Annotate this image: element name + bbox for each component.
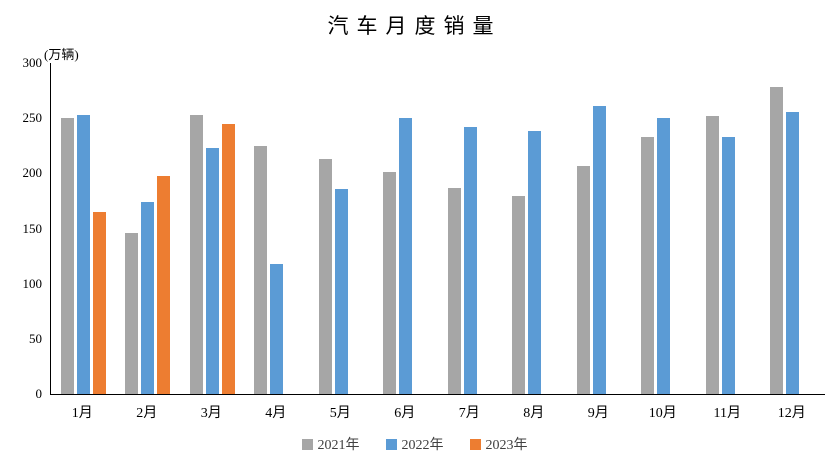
bar-2022年-4月 <box>270 263 284 394</box>
bar-2023年-2月 <box>157 175 171 394</box>
x-tick-2月: 2月 <box>136 406 158 421</box>
bar-group-9月 <box>567 63 632 394</box>
bar-2021年-10月 <box>641 136 655 394</box>
bar-group-12月 <box>761 63 826 394</box>
x-tick-11月: 11月 <box>713 406 741 421</box>
bar-group-6月 <box>374 63 439 394</box>
x-tick-1月: 1月 <box>71 406 93 421</box>
bar-group-1月 <box>51 63 116 394</box>
y-tick-250: 250 <box>22 110 43 126</box>
bar-2021年-1月 <box>60 117 74 394</box>
bar-2021年-7月 <box>447 188 461 394</box>
x-tick-12月: 12月 <box>777 406 806 421</box>
bar-group-2月 <box>116 63 181 394</box>
bar-group-7月 <box>438 63 503 394</box>
legend-swatch-icon <box>385 438 397 450</box>
bar-2021年-5月 <box>318 159 332 394</box>
bar-2022年-3月 <box>205 147 219 394</box>
bar-2021年-11月 <box>705 115 719 394</box>
y-tick-0: 0 <box>35 386 43 401</box>
bar-2022年-6月 <box>399 117 413 394</box>
legend: 2021年 2022年 2023年 <box>0 434 829 454</box>
x-tick-5月: 5月 <box>329 406 351 421</box>
bar-2022年-5月 <box>334 188 348 394</box>
bar-2022年-11月 <box>721 137 735 394</box>
bar-2021年-8月 <box>512 195 526 394</box>
legend-swatch-icon <box>469 438 481 450</box>
bar-group-11月 <box>696 63 761 394</box>
bar-2021年-6月 <box>383 171 397 394</box>
bar-2023年-3月 <box>221 123 235 394</box>
x-tick-9月: 9月 <box>587 406 609 421</box>
bar-2021年-3月 <box>189 115 203 394</box>
x-tick-6月: 6月 <box>394 406 416 421</box>
x-tick-3月: 3月 <box>200 406 222 421</box>
y-tick-150: 150 <box>22 220 43 236</box>
bar-2022年-12月 <box>786 111 800 394</box>
bar-group-3月 <box>180 63 245 394</box>
legend-label: 2022年 <box>401 438 444 453</box>
bar-group-5月 <box>309 63 374 394</box>
bar-2021年-12月 <box>770 86 784 394</box>
bar-2022年-8月 <box>528 131 542 394</box>
bar-2021年-9月 <box>576 165 590 394</box>
y-tick-200: 200 <box>22 165 43 181</box>
x-tick-7月: 7月 <box>458 406 480 421</box>
y-tick-50: 50 <box>29 330 42 346</box>
bar-2021年-4月 <box>254 145 268 394</box>
plot-area <box>50 63 825 395</box>
legend-item-2023年: 2023年 <box>469 434 528 454</box>
y-axis-unit-label: (万辆) <box>44 47 79 62</box>
x-tick-8月: 8月 <box>523 406 545 421</box>
legend-item-2021年: 2021年 <box>301 434 360 454</box>
bar-2021年-2月 <box>125 233 139 394</box>
bar-2022年-2月 <box>141 202 155 394</box>
bar-2022年-7月 <box>463 127 477 394</box>
x-tick-4月: 4月 <box>265 406 287 421</box>
bar-group-10月 <box>632 63 697 394</box>
bar-group-8月 <box>503 63 568 394</box>
bar-2022年-10月 <box>657 117 671 394</box>
y-tick-100: 100 <box>22 275 43 291</box>
chart-title: 汽车月度销量 <box>327 14 502 38</box>
bar-2023年-1月 <box>92 212 106 394</box>
bar-2022年-1月 <box>76 114 90 394</box>
x-tick-10月: 10月 <box>648 406 677 421</box>
legend-item-2022年: 2022年 <box>385 434 444 454</box>
legend-swatch-icon <box>301 438 313 450</box>
bar-2022年-9月 <box>592 106 606 394</box>
legend-label: 2021年 <box>317 438 360 453</box>
y-tick-300: 300 <box>22 55 43 70</box>
legend-label: 2023年 <box>485 438 528 453</box>
bar-group-4月 <box>245 63 310 394</box>
